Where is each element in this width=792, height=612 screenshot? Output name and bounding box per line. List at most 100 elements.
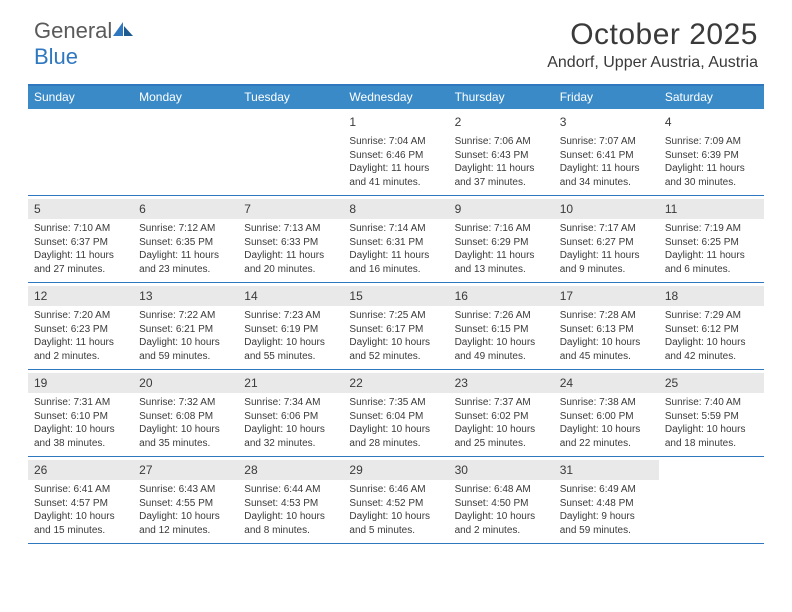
day-number: 11: [659, 199, 764, 219]
sunrise-line: Sunrise: 7:09 AM: [665, 135, 758, 149]
logo: General Blue: [34, 18, 135, 70]
sunrise-line: Sunrise: 7:26 AM: [455, 309, 548, 323]
sunset-line: Sunset: 4:55 PM: [139, 497, 232, 511]
calendar-cell: 15Sunrise: 7:25 AMSunset: 6:17 PMDayligh…: [343, 283, 448, 369]
day-headers-row: SundayMondayTuesdayWednesdayThursdayFrid…: [28, 86, 764, 109]
day-number: 14: [238, 286, 343, 306]
day-header: Monday: [133, 86, 238, 109]
daylight-line: Daylight: 10 hours and 18 minutes.: [665, 423, 758, 450]
sunset-line: Sunset: 6:29 PM: [455, 236, 548, 250]
sunset-line: Sunset: 5:59 PM: [665, 410, 758, 424]
sunset-line: Sunset: 4:48 PM: [560, 497, 653, 511]
sunset-line: Sunset: 6:37 PM: [34, 236, 127, 250]
sunset-line: Sunset: 6:27 PM: [560, 236, 653, 250]
daylight-line: Daylight: 11 hours and 2 minutes.: [34, 336, 127, 363]
sunset-line: Sunset: 6:12 PM: [665, 323, 758, 337]
daylight-line: Daylight: 10 hours and 8 minutes.: [244, 510, 337, 537]
sunset-line: Sunset: 6:31 PM: [349, 236, 442, 250]
calendar-week: 26Sunrise: 6:41 AMSunset: 4:57 PMDayligh…: [28, 457, 764, 544]
day-header: Sunday: [28, 86, 133, 109]
sunset-line: Sunset: 6:21 PM: [139, 323, 232, 337]
day-number: 23: [449, 373, 554, 393]
daylight-line: Daylight: 11 hours and 41 minutes.: [349, 162, 442, 189]
sunset-line: Sunset: 6:41 PM: [560, 149, 653, 163]
sunset-line: Sunset: 6:23 PM: [34, 323, 127, 337]
sunset-line: Sunset: 4:50 PM: [455, 497, 548, 511]
calendar-cell: 1Sunrise: 7:04 AMSunset: 6:46 PMDaylight…: [343, 109, 448, 195]
daylight-line: Daylight: 11 hours and 16 minutes.: [349, 249, 442, 276]
sunset-line: Sunset: 6:33 PM: [244, 236, 337, 250]
calendar-cell: 27Sunrise: 6:43 AMSunset: 4:55 PMDayligh…: [133, 457, 238, 543]
sunset-line: Sunset: 6:39 PM: [665, 149, 758, 163]
day-number: 3: [554, 112, 659, 132]
sunrise-line: Sunrise: 7:35 AM: [349, 396, 442, 410]
daylight-line: Daylight: 11 hours and 20 minutes.: [244, 249, 337, 276]
calendar-cell: 12Sunrise: 7:20 AMSunset: 6:23 PMDayligh…: [28, 283, 133, 369]
daylight-line: Daylight: 10 hours and 35 minutes.: [139, 423, 232, 450]
daylight-line: Daylight: 10 hours and 32 minutes.: [244, 423, 337, 450]
calendar-cell: 5Sunrise: 7:10 AMSunset: 6:37 PMDaylight…: [28, 196, 133, 282]
day-number: 13: [133, 286, 238, 306]
daylight-line: Daylight: 11 hours and 23 minutes.: [139, 249, 232, 276]
daylight-line: Daylight: 10 hours and 42 minutes.: [665, 336, 758, 363]
sunrise-line: Sunrise: 7:13 AM: [244, 222, 337, 236]
calendar-cell: 19Sunrise: 7:31 AMSunset: 6:10 PMDayligh…: [28, 370, 133, 456]
daylight-line: Daylight: 10 hours and 25 minutes.: [455, 423, 548, 450]
calendar-cell: 3Sunrise: 7:07 AMSunset: 6:41 PMDaylight…: [554, 109, 659, 195]
month-title: October 2025: [547, 18, 758, 52]
calendar-cell: 22Sunrise: 7:35 AMSunset: 6:04 PMDayligh…: [343, 370, 448, 456]
calendar-cell: 28Sunrise: 6:44 AMSunset: 4:53 PMDayligh…: [238, 457, 343, 543]
calendar-cell: 25Sunrise: 7:40 AMSunset: 5:59 PMDayligh…: [659, 370, 764, 456]
calendar-cell-empty: [28, 109, 133, 195]
calendar-cell: 2 Sunrise: 7:06 AMSunset: 6:43 PMDaylight…: [449, 109, 554, 195]
day-header: Wednesday: [343, 86, 448, 109]
daylight-line: Daylight: 11 hours and 37 minutes.: [455, 162, 548, 189]
calendar-cell: 23Sunrise: 7:37 AMSunset: 6:02 PMDayligh…: [449, 370, 554, 456]
sunset-line: Sunset: 6:46 PM: [349, 149, 442, 163]
calendar-cell: 4Sunrise: 7:09 AMSunset: 6:39 PMDaylight…: [659, 109, 764, 195]
sunrise-line: Sunrise: 7:06 AM: [455, 135, 548, 149]
day-number: 2: [449, 112, 554, 132]
sunset-line: Sunset: 6:17 PM: [349, 323, 442, 337]
calendar-cell-empty: [238, 109, 343, 195]
sunrise-line: Sunrise: 7:19 AM: [665, 222, 758, 236]
sunset-line: Sunset: 4:52 PM: [349, 497, 442, 511]
calendar-week: 1Sunrise: 7:04 AMSunset: 6:46 PMDaylight…: [28, 109, 764, 196]
calendar-cell: 31Sunrise: 6:49 AMSunset: 4:48 PMDayligh…: [554, 457, 659, 543]
daylight-line: Daylight: 10 hours and 38 minutes.: [34, 423, 127, 450]
calendar: SundayMondayTuesdayWednesdayThursdayFrid…: [28, 84, 764, 544]
daylight-line: Daylight: 10 hours and 55 minutes.: [244, 336, 337, 363]
sunrise-line: Sunrise: 7:17 AM: [560, 222, 653, 236]
day-number: 30: [449, 460, 554, 480]
sunset-line: Sunset: 6:35 PM: [139, 236, 232, 250]
day-number: 15: [343, 286, 448, 306]
day-header: Friday: [554, 86, 659, 109]
calendar-cell: 9Sunrise: 7:16 AMSunset: 6:29 PMDaylight…: [449, 196, 554, 282]
sunrise-line: Sunrise: 7:40 AM: [665, 396, 758, 410]
title-block: October 2025 Andorf, Upper Austria, Aust…: [547, 18, 758, 72]
logo-word-general: General: [34, 18, 112, 43]
day-header: Thursday: [449, 86, 554, 109]
day-number: 27: [133, 460, 238, 480]
sunset-line: Sunset: 6:43 PM: [455, 149, 548, 163]
day-number: 19: [28, 373, 133, 393]
calendar-cell: 10Sunrise: 7:17 AMSunset: 6:27 PMDayligh…: [554, 196, 659, 282]
sunrise-line: Sunrise: 7:12 AM: [139, 222, 232, 236]
daylight-line: Daylight: 11 hours and 34 minutes.: [560, 162, 653, 189]
sunset-line: Sunset: 6:19 PM: [244, 323, 337, 337]
daylight-line: Daylight: 10 hours and 59 minutes.: [139, 336, 232, 363]
calendar-cell: 14Sunrise: 7:23 AMSunset: 6:19 PMDayligh…: [238, 283, 343, 369]
calendar-cell: 7Sunrise: 7:13 AMSunset: 6:33 PMDaylight…: [238, 196, 343, 282]
calendar-cell: 18Sunrise: 7:29 AMSunset: 6:12 PMDayligh…: [659, 283, 764, 369]
calendar-cell-empty: [133, 109, 238, 195]
sunrise-line: Sunrise: 6:49 AM: [560, 483, 653, 497]
calendar-week: 5Sunrise: 7:10 AMSunset: 6:37 PMDaylight…: [28, 196, 764, 283]
daylight-line: Daylight: 10 hours and 49 minutes.: [455, 336, 548, 363]
day-number: 10: [554, 199, 659, 219]
calendar-cell: 21Sunrise: 7:34 AMSunset: 6:06 PMDayligh…: [238, 370, 343, 456]
sunset-line: Sunset: 6:06 PM: [244, 410, 337, 424]
day-number: 24: [554, 373, 659, 393]
sunrise-line: Sunrise: 6:48 AM: [455, 483, 548, 497]
sunrise-line: Sunrise: 6:44 AM: [244, 483, 337, 497]
calendar-cell: 11Sunrise: 7:19 AMSunset: 6:25 PMDayligh…: [659, 196, 764, 282]
